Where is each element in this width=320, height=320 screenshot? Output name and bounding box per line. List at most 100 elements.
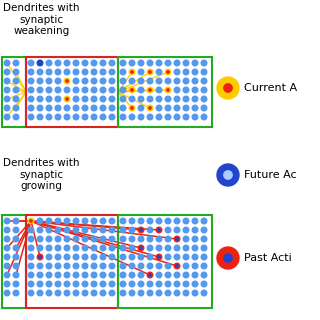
Bar xyxy=(2,57,26,127)
Circle shape xyxy=(28,218,34,224)
Circle shape xyxy=(28,227,34,233)
Circle shape xyxy=(37,87,43,93)
Circle shape xyxy=(201,105,207,111)
Circle shape xyxy=(46,78,52,84)
Circle shape xyxy=(174,290,180,296)
Circle shape xyxy=(183,87,189,93)
Circle shape xyxy=(183,218,189,224)
Circle shape xyxy=(37,218,43,224)
Circle shape xyxy=(183,78,189,84)
Circle shape xyxy=(28,263,34,269)
Circle shape xyxy=(100,227,106,233)
Circle shape xyxy=(120,218,126,224)
Circle shape xyxy=(192,218,198,224)
Circle shape xyxy=(55,218,61,224)
Circle shape xyxy=(129,254,135,260)
Circle shape xyxy=(183,254,189,260)
Circle shape xyxy=(147,87,153,93)
Circle shape xyxy=(82,60,88,66)
Circle shape xyxy=(13,281,19,287)
Circle shape xyxy=(55,272,61,278)
Circle shape xyxy=(46,272,52,278)
Circle shape xyxy=(120,290,126,296)
Circle shape xyxy=(55,87,61,93)
Circle shape xyxy=(37,236,43,242)
Circle shape xyxy=(183,96,189,102)
Circle shape xyxy=(109,78,115,84)
Circle shape xyxy=(100,245,106,251)
Circle shape xyxy=(46,236,52,242)
Circle shape xyxy=(28,236,34,242)
Circle shape xyxy=(109,87,115,93)
Circle shape xyxy=(64,87,70,93)
Circle shape xyxy=(129,281,135,287)
Circle shape xyxy=(82,272,88,278)
Circle shape xyxy=(73,263,79,269)
Circle shape xyxy=(147,254,153,260)
Circle shape xyxy=(55,236,61,242)
Circle shape xyxy=(66,98,68,100)
Circle shape xyxy=(91,60,97,66)
Circle shape xyxy=(147,263,153,269)
Circle shape xyxy=(138,96,144,102)
Circle shape xyxy=(73,236,79,242)
Circle shape xyxy=(37,60,43,66)
Circle shape xyxy=(147,78,153,84)
Circle shape xyxy=(183,263,189,269)
Circle shape xyxy=(192,245,198,251)
Circle shape xyxy=(91,263,97,269)
Circle shape xyxy=(4,227,10,233)
Circle shape xyxy=(91,218,97,224)
Circle shape xyxy=(183,69,189,75)
Circle shape xyxy=(37,254,43,260)
Circle shape xyxy=(37,263,43,269)
Circle shape xyxy=(100,236,106,242)
Circle shape xyxy=(156,281,162,287)
Circle shape xyxy=(55,69,61,75)
Circle shape xyxy=(64,69,70,75)
Circle shape xyxy=(37,281,43,287)
Circle shape xyxy=(13,218,19,224)
Circle shape xyxy=(201,96,207,102)
Circle shape xyxy=(46,69,52,75)
Circle shape xyxy=(174,78,180,84)
Circle shape xyxy=(28,281,34,287)
Circle shape xyxy=(91,281,97,287)
Circle shape xyxy=(82,227,88,233)
Circle shape xyxy=(183,227,189,233)
Circle shape xyxy=(120,87,126,93)
Circle shape xyxy=(156,87,162,93)
Circle shape xyxy=(174,87,180,93)
Circle shape xyxy=(4,60,10,66)
Circle shape xyxy=(91,105,97,111)
Circle shape xyxy=(82,245,88,251)
Circle shape xyxy=(201,218,207,224)
Bar xyxy=(118,215,212,308)
Circle shape xyxy=(100,105,106,111)
Circle shape xyxy=(64,218,70,224)
Circle shape xyxy=(129,114,135,120)
Circle shape xyxy=(82,236,88,242)
Circle shape xyxy=(165,254,171,260)
Circle shape xyxy=(120,281,126,287)
Circle shape xyxy=(183,281,189,287)
Circle shape xyxy=(201,236,207,242)
Circle shape xyxy=(100,290,106,296)
Circle shape xyxy=(13,69,19,75)
Circle shape xyxy=(138,272,144,278)
Circle shape xyxy=(4,96,10,102)
Circle shape xyxy=(55,254,61,260)
Circle shape xyxy=(201,87,207,93)
Circle shape xyxy=(109,218,115,224)
Circle shape xyxy=(73,114,79,120)
Circle shape xyxy=(138,263,144,269)
Circle shape xyxy=(91,290,97,296)
Circle shape xyxy=(100,114,106,120)
Circle shape xyxy=(192,263,198,269)
Circle shape xyxy=(174,254,180,260)
Circle shape xyxy=(217,247,239,269)
Circle shape xyxy=(46,290,52,296)
Circle shape xyxy=(217,164,239,186)
Circle shape xyxy=(120,236,126,242)
Circle shape xyxy=(183,245,189,251)
